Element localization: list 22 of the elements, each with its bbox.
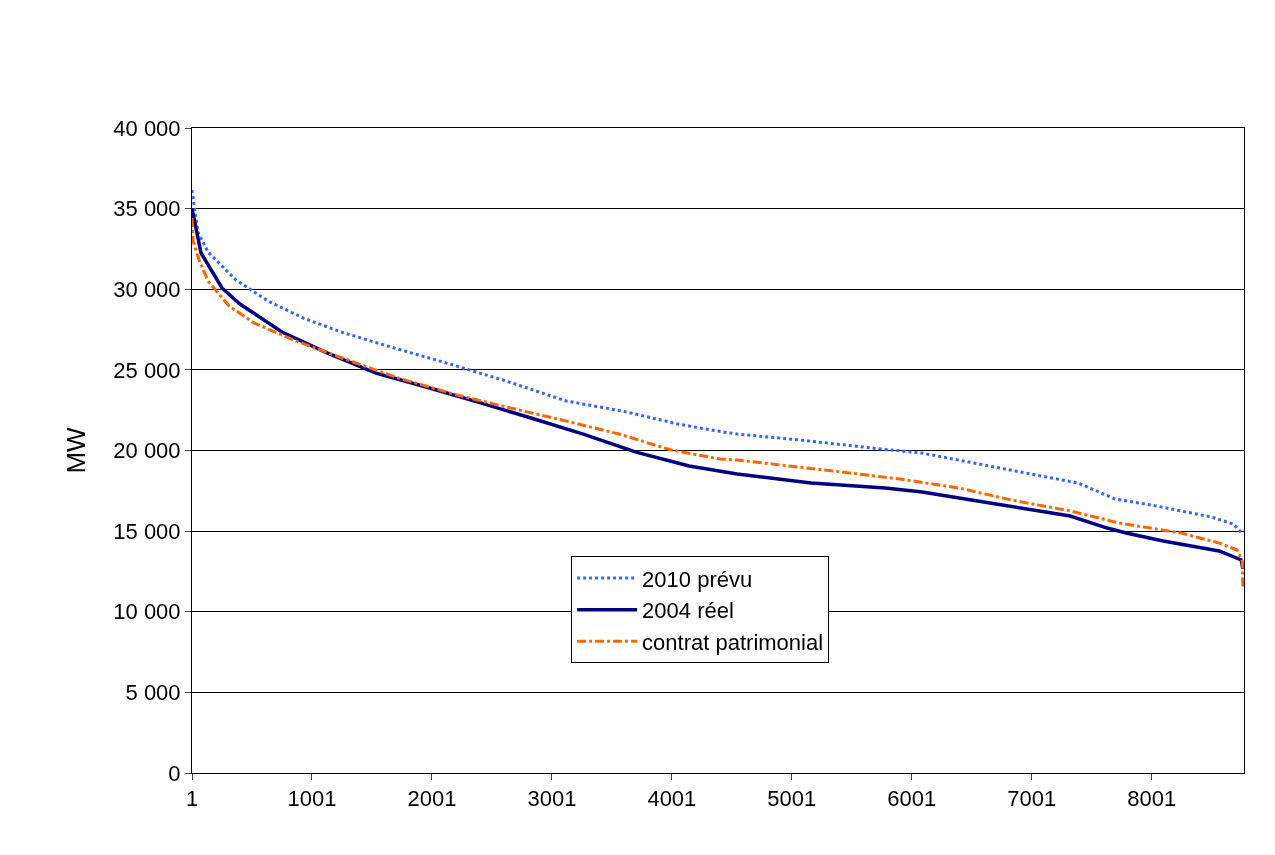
y-tick-label: 35 000 xyxy=(113,196,181,222)
legend-label: 2010 prévu xyxy=(642,566,753,592)
y-tick-label: 20 000 xyxy=(113,438,181,464)
x-tick-label: 8001 xyxy=(1127,786,1177,812)
y-tick-label: 0 xyxy=(168,760,181,786)
y-tick-label: 5 000 xyxy=(125,680,181,706)
y-tick-label: 30 000 xyxy=(113,276,181,302)
y-axis-title: MW xyxy=(60,426,91,474)
x-tick-label: 1001 xyxy=(287,786,337,812)
y-tick-label: 25 000 xyxy=(113,357,181,383)
y-tick-label: 40 000 xyxy=(113,115,181,141)
x-tick-label: 4001 xyxy=(647,786,697,812)
y-tick-label: 15 000 xyxy=(113,518,181,544)
x-tick-label: 7001 xyxy=(1007,786,1057,812)
x-tick-label: 5001 xyxy=(767,786,817,812)
x-tick-label: 3001 xyxy=(527,786,577,812)
legend-label: 2004 réel xyxy=(642,598,734,624)
y-tick-label: 10 000 xyxy=(113,599,181,625)
x-tick-label: 6001 xyxy=(887,786,937,812)
x-tick-label: 2001 xyxy=(407,786,457,812)
x-tick-label: 1 xyxy=(185,786,199,812)
legend-label: contrat patrimonial xyxy=(642,629,824,655)
